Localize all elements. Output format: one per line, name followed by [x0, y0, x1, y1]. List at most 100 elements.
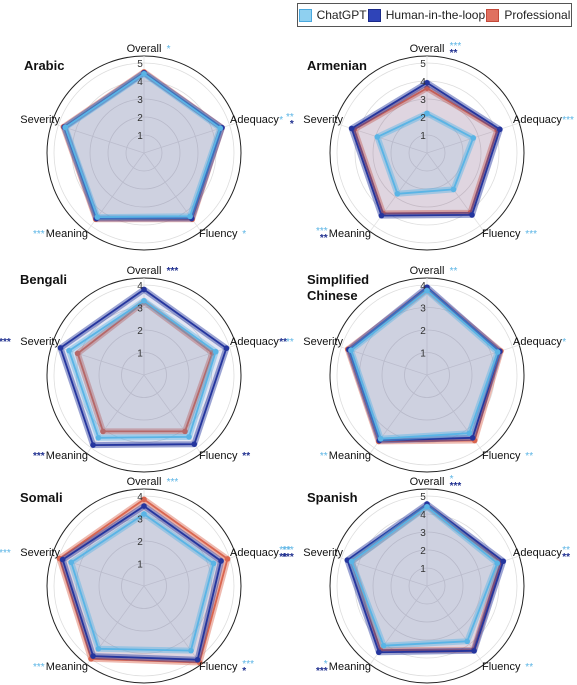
significance-stars-chatgpt: ***	[282, 545, 294, 556]
axis-label-overall: Overall	[410, 476, 445, 488]
series-line-human	[346, 503, 505, 654]
axis-label-adequacy: Adequacy	[230, 114, 279, 126]
spoke	[426, 152, 485, 232]
significance-stars-chatgpt: *	[242, 229, 246, 240]
series-line-human	[347, 286, 501, 442]
series-point-chatgpt	[466, 430, 473, 437]
significance-stars-chatgpt: ***	[279, 545, 291, 556]
series-point-chatgpt	[66, 347, 72, 354]
axis-label-severity: Severity	[303, 547, 343, 559]
series-point-human	[141, 286, 147, 293]
axis-label-meaning: Meaning	[329, 450, 371, 462]
significance-stars-human: ***	[0, 337, 11, 348]
series-line-human	[61, 505, 222, 661]
tick-label: 5	[420, 492, 426, 503]
spoke	[86, 374, 145, 454]
chart-title: Armenian	[307, 58, 367, 73]
significance-stars-human: ***	[167, 266, 179, 277]
tick-label: 3	[420, 528, 426, 539]
axis-label-overall: Overall	[127, 476, 162, 488]
series-point-chatgpt	[68, 559, 75, 566]
series-point-human	[378, 212, 385, 219]
significance-stars-chatgpt: **	[525, 662, 533, 673]
significance-stars-human: **	[320, 233, 328, 244]
tick-label: 2	[420, 546, 426, 557]
series-point-chatgpt	[217, 125, 223, 132]
series-line-professional	[58, 498, 229, 664]
spoke	[143, 344, 237, 376]
axis-label-overall: Overall	[127, 265, 162, 277]
series-point-chatgpt	[424, 287, 430, 294]
axis-label-fluency: Fluency	[199, 450, 238, 462]
tick-label: 4	[420, 77, 426, 88]
axis-label-adequacy: Adequacy	[513, 336, 562, 348]
series-point-chatgpt	[212, 348, 219, 355]
series-point-professional	[100, 428, 106, 435]
series-point-chatgpt	[380, 642, 387, 649]
axis-label-adequacy: Adequacy	[513, 547, 562, 559]
legend-swatch-professional	[486, 8, 500, 22]
series-point-chatgpt	[470, 135, 477, 141]
significance-stars-chatgpt: ***	[167, 477, 179, 488]
series-point-chatgpt	[377, 435, 384, 442]
chart-title: Simplified	[307, 272, 369, 287]
chart-title: Bengali	[20, 272, 67, 287]
series-point-human	[424, 80, 430, 86]
tick-label: 2	[137, 326, 143, 337]
significance-stars-human: *	[242, 666, 246, 677]
significance-stars-chatgpt: ***	[525, 229, 537, 240]
significance-stars-chatgpt: **	[286, 112, 294, 123]
significance-stars-human: **	[562, 552, 570, 563]
series-point-chatgpt	[494, 560, 500, 566]
series-point-chatgpt	[424, 110, 430, 117]
series-line-chatgpt	[376, 112, 475, 195]
series-point-human	[90, 653, 96, 659]
tick-label: 3	[137, 304, 143, 315]
significance-stars-human: *	[290, 119, 294, 130]
series-point-chatgpt	[95, 645, 102, 652]
series-line-chatgpt	[70, 513, 215, 652]
series-point-human	[500, 558, 506, 565]
axis-label-adequacy: Adequacy	[230, 547, 279, 559]
series-point-chatgpt	[424, 504, 430, 510]
axis-label-severity: Severity	[20, 547, 60, 559]
series-line-professional	[353, 87, 499, 215]
series-point-human	[90, 442, 96, 448]
significance-stars-human: **	[279, 552, 287, 563]
series-point-human	[191, 441, 198, 447]
series-point-human	[469, 212, 475, 218]
significance-stars-chatgpt: ***	[562, 115, 574, 126]
axis-label-meaning: Meaning	[46, 661, 88, 673]
legend-label: Professional	[504, 8, 571, 22]
significance-stars-human: **	[242, 451, 250, 462]
chart-title: Arabic	[24, 58, 64, 73]
significance-stars-human: ***	[450, 481, 462, 492]
series-point-chatgpt	[95, 434, 102, 441]
significance-stars-chatgpt: ***	[33, 662, 45, 673]
significance-stars-chatgpt: *	[279, 115, 283, 126]
legend-swatch-chatgpt	[298, 8, 312, 22]
series-line-professional	[76, 300, 214, 433]
tick-label: 2	[420, 113, 426, 124]
chart-title: Chinese	[307, 288, 358, 303]
legend-label: ChatGPT	[316, 8, 367, 22]
significance-stars-chatgpt: ***	[33, 229, 45, 240]
series-point-human	[141, 503, 147, 509]
tick-label: 1	[137, 349, 143, 360]
series-line-chatgpt	[64, 72, 222, 219]
tick-label: 2	[137, 537, 143, 548]
series-line-chatgpt	[350, 289, 499, 440]
significance-stars-chatgpt: *	[324, 659, 328, 670]
axis-label-severity: Severity	[303, 336, 343, 348]
legend-item-professional: Professional	[486, 8, 570, 22]
tick-label: 4	[137, 77, 143, 88]
significance-stars-chatgpt: *	[167, 44, 171, 55]
significance-stars-chatgpt: **	[320, 451, 328, 462]
axis-label-meaning: Meaning	[329, 661, 371, 673]
tick-label: 1	[420, 131, 426, 142]
axis-label-severity: Severity	[20, 336, 60, 348]
series-point-chatgpt	[348, 558, 355, 565]
